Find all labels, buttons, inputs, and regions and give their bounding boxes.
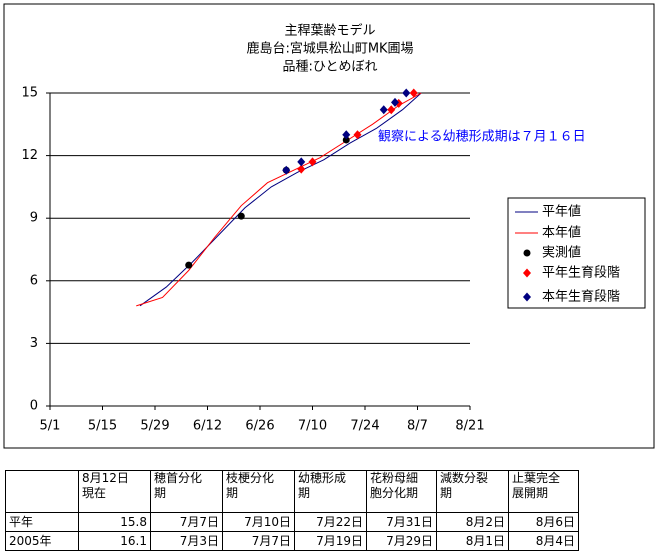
table-cell: 7月7日 bbox=[222, 531, 295, 551]
table-cell: 2005年 bbox=[5, 531, 79, 551]
header-text: 展開期 bbox=[512, 486, 549, 500]
x-tick-label: 5/29 bbox=[140, 419, 169, 434]
table-cell: 平年 bbox=[5, 512, 79, 532]
x-tick-label: 5/15 bbox=[88, 419, 117, 434]
header-text: 8月12日 bbox=[82, 471, 129, 485]
y-tick-label: 3 bbox=[30, 336, 38, 351]
header-text: 期 bbox=[226, 486, 239, 500]
header-text: 期 bbox=[298, 486, 311, 500]
table-row: 2005年 16.1 7月3日 7月7日 7月19日 7月29日 8月1日 8月4日 bbox=[5, 531, 579, 551]
y-tick-label: 15 bbox=[21, 86, 38, 101]
table-cell: 7月29日 bbox=[366, 531, 437, 551]
legend-swatch bbox=[523, 292, 531, 302]
chart-border bbox=[3, 3, 655, 449]
x-tick-label: 7/24 bbox=[350, 419, 379, 434]
chart-title: 鹿島台:宮城県松山町MK圃場 bbox=[246, 41, 413, 57]
table: 8月12日 現在 穂首分化期枝梗分化期幼穂形成期花粉母細 胞分化期 減数分裂期止葉完全展… bbox=[5, 470, 579, 551]
table-cell: 7月19日 bbox=[294, 531, 367, 551]
data-point bbox=[308, 157, 317, 167]
header-cell: 花粉母細 胞分化期 bbox=[366, 470, 437, 513]
data-point bbox=[379, 105, 388, 115]
header-cell: 8月12日 現在 bbox=[78, 470, 151, 513]
data-point bbox=[297, 164, 306, 174]
table-cell: 15.8 bbox=[78, 512, 151, 532]
table-cell: 8月4日 bbox=[508, 531, 579, 551]
header-cell: 減数分裂期 bbox=[436, 470, 509, 513]
y-tick-label: 0 bbox=[30, 399, 38, 414]
series-line bbox=[136, 92, 422, 307]
data-point bbox=[342, 130, 351, 140]
legend-box bbox=[507, 197, 646, 309]
legend-swatch bbox=[523, 249, 531, 257]
header-text: 幼穂形成 bbox=[298, 471, 347, 485]
header-text: 現在 bbox=[82, 486, 107, 500]
table-row: 平年 15.8 7月7日 7月10日 7月22日 7月31日 8月2日 8月6日 bbox=[5, 512, 579, 532]
x-tick-label: 6/26 bbox=[245, 419, 274, 434]
table-cell: 7月22日 bbox=[294, 512, 367, 532]
table-cell: 7月10日 bbox=[222, 512, 295, 532]
legend-label: 本年生育段階 bbox=[542, 289, 620, 305]
chart-title: 品種:ひとめぼれ bbox=[283, 59, 378, 75]
y-tick-label: 12 bbox=[21, 148, 38, 163]
legend-label: 平年値 bbox=[542, 204, 581, 220]
header-cell: 止葉完全 展開期 bbox=[508, 470, 579, 513]
table-cell: 8月1日 bbox=[436, 531, 509, 551]
table-cell: 16.1 bbox=[78, 531, 151, 551]
x-tick-label: 5/1 bbox=[40, 419, 61, 434]
data-point bbox=[282, 165, 291, 175]
table-cell: 7月31日 bbox=[366, 512, 437, 532]
header-text: 花粉母細 bbox=[370, 471, 419, 485]
data-point bbox=[237, 212, 245, 220]
legend-label: 実測値 bbox=[542, 245, 581, 261]
x-tick-label: 7/10 bbox=[298, 419, 327, 434]
table-cell: 8月6日 bbox=[508, 512, 579, 532]
x-tick-label: 8/21 bbox=[455, 419, 484, 434]
x-tick-label: 6/12 bbox=[193, 419, 222, 434]
data-point bbox=[409, 88, 418, 98]
data-point bbox=[353, 130, 362, 140]
header-text: 胞分化期 bbox=[370, 486, 419, 500]
chart-title: 主稈葉齢モデル bbox=[284, 23, 375, 39]
header-text: 止葉完全 bbox=[512, 471, 561, 485]
header-text: 減数分裂 bbox=[440, 471, 489, 485]
header-text: 枝梗分化 bbox=[226, 471, 275, 485]
header-cell: 幼穂形成期 bbox=[294, 470, 367, 513]
series-line bbox=[139, 92, 422, 307]
header-cell: 枝梗分化期 bbox=[222, 470, 295, 513]
data-point bbox=[297, 157, 306, 167]
y-tick-label: 6 bbox=[30, 273, 38, 288]
header-row: 8月12日 現在 穂首分化期枝梗分化期幼穂形成期花粉母細 胞分化期 減数分裂期止葉完全展… bbox=[5, 470, 579, 513]
header-text: 期 bbox=[440, 486, 453, 500]
data-point bbox=[185, 261, 193, 269]
y-tick-label: 9 bbox=[30, 211, 38, 226]
data-point bbox=[391, 97, 399, 107]
data-point bbox=[387, 105, 396, 115]
header-text: 穂首分化 bbox=[154, 471, 203, 485]
table-cell: 8月2日 bbox=[436, 512, 509, 532]
legend-label: 平年生育段階 bbox=[542, 265, 620, 281]
header-text: 期 bbox=[154, 486, 167, 500]
annotation: 観察による幼穂形成期は７月１６日 bbox=[378, 130, 586, 145]
data-point bbox=[342, 136, 350, 144]
table-cell: 7月3日 bbox=[150, 531, 223, 551]
x-tick-label: 8/7 bbox=[407, 419, 428, 434]
legend-label: 本年値 bbox=[542, 225, 581, 241]
table-cell: 7月7日 bbox=[150, 512, 223, 532]
data-point bbox=[402, 88, 411, 98]
header-cell: 穂首分化期 bbox=[150, 470, 223, 513]
legend-swatch bbox=[523, 268, 531, 278]
corner-cell bbox=[5, 470, 79, 513]
